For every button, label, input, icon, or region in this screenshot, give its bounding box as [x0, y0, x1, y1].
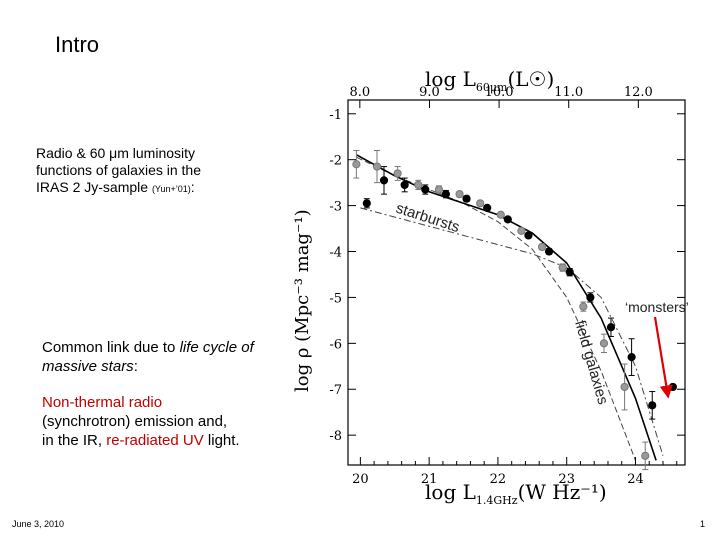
intro-text: Radio & 60 μm luminosity functions of ga…	[36, 145, 276, 198]
intro-line-1: Radio & 60 μm luminosity	[36, 145, 196, 161]
open-data-point	[537, 242, 547, 252]
y-tick-label: -5	[329, 291, 342, 306]
top-tick-label: 8.0	[349, 85, 370, 100]
x-tick-label: 22	[490, 472, 507, 487]
intro-line-3: IRAS 2 Jy-sample (Yun+’01):	[36, 179, 276, 198]
filled-data-point	[544, 247, 554, 256]
y-tick-label: -3	[329, 200, 342, 215]
monsters-arrow-line	[653, 316, 673, 399]
top-axis-label: log L60μm(L☉)	[425, 67, 554, 94]
open-data-point	[579, 302, 588, 311]
open-data-point	[476, 199, 485, 208]
open-data-point	[599, 339, 609, 348]
open-data-point	[372, 162, 382, 171]
starbursts-curve	[360, 207, 664, 456]
fit-curves	[356, 154, 664, 461]
nonthermal-radio-red: Non-thermal radio	[42, 394, 163, 411]
footer-page-number: 1	[700, 519, 706, 529]
filled-data-point	[462, 194, 471, 203]
plot-border	[347, 99, 686, 466]
footer-date: June 3, 2010	[12, 519, 65, 529]
top-tick-label: 9.0	[419, 85, 440, 100]
open-data-point	[455, 190, 464, 199]
y-tick-label: -1	[329, 108, 342, 123]
y-tick-label: -7	[329, 383, 342, 398]
filled-data-point	[668, 382, 677, 392]
nonthermal-ir-prefix: in the IR,	[42, 432, 107, 449]
open-data-point	[641, 451, 650, 460]
x-tick-label: 23	[558, 472, 575, 487]
common-link-text: Common link due to life cycle of massive…	[42, 338, 292, 376]
intro-colon: :	[190, 179, 195, 195]
filled-data-point	[586, 293, 595, 302]
filled-data-point	[565, 268, 574, 277]
y-tick-label: -4	[329, 246, 342, 261]
filled-data-point	[524, 231, 533, 240]
y-tick-label: -2	[329, 154, 342, 169]
field-galaxies-annotation: field galaxies	[571, 318, 611, 406]
nonthermal-text: Non-thermal radio (synchrotron) emission…	[42, 393, 297, 450]
intro-line-2: functions of galaxies in the	[36, 162, 201, 178]
reradiated-uv-red: re-radiated UV	[106, 432, 204, 449]
filled-data-point	[503, 215, 512, 224]
open-data-point	[414, 180, 423, 190]
starbursts-annotation: starbursts	[394, 200, 462, 237]
slide-title: Intro	[55, 32, 100, 57]
plot-frame	[347, 99, 686, 466]
intro-citation: (Yun+’01)	[151, 184, 191, 194]
open-data-point	[352, 160, 361, 169]
intro-sample: IRAS 2 Jy-sample	[36, 179, 149, 195]
luminosity-function-plot: 20 21 22 23 24 -1 -2 -3 -4 -5 -6 -7 -8 8.0 9.0 10.0 11.0…	[292, 67, 689, 507]
top-tick-label: 11.0	[554, 85, 583, 100]
open-data-point	[558, 263, 567, 272]
axis-ticks: 20 21 22 23 24 -1 -2 -3 -4 -5 -6 -7 -8 8.0 9.0 10.0 11.0…	[329, 85, 685, 487]
filled-data-point	[441, 190, 451, 199]
common-link-prefix: Common link due to	[42, 339, 180, 356]
filled-data-point	[648, 401, 657, 410]
open-data-point	[496, 210, 505, 219]
x-tick-label: 24	[627, 472, 644, 487]
common-link-emphasis: life cycle of massive stars	[42, 339, 254, 375]
filled-data-point	[627, 353, 636, 362]
common-link-suffix: :	[133, 358, 138, 375]
total-fit-curve	[356, 154, 657, 461]
filled-data-point	[606, 323, 616, 332]
nonthermal-middle: (synchrotron) emission and,	[42, 413, 228, 430]
filled-data-point	[400, 180, 409, 190]
monsters-annotation: ‘monsters’	[625, 299, 689, 315]
filled-data-point	[421, 185, 430, 194]
top-tick-label: 10.0	[485, 85, 514, 100]
filled-data-point	[379, 176, 389, 185]
y-tick-label: -6	[329, 337, 342, 352]
y-tick-label: -8	[329, 429, 342, 444]
open-data-point	[517, 226, 526, 235]
top-tick-label: 12.0	[624, 85, 653, 100]
nonthermal-suffix: light.	[203, 432, 240, 449]
data-points	[352, 150, 677, 471]
filled-data-point	[362, 199, 371, 208]
filled-data-point	[483, 203, 492, 212]
x-tick-label: 21	[421, 472, 438, 487]
bottom-axis-label: log L1.4GHz(W Hz⁻¹)	[425, 480, 607, 507]
x-tick-label: 20	[352, 472, 369, 487]
open-data-point	[434, 185, 444, 194]
y-axis-label: log ρ (Mpc⁻³ mag⁻¹)	[292, 209, 313, 392]
monsters-arrow	[653, 316, 673, 399]
open-data-point	[393, 169, 402, 178]
open-data-point	[620, 382, 629, 392]
